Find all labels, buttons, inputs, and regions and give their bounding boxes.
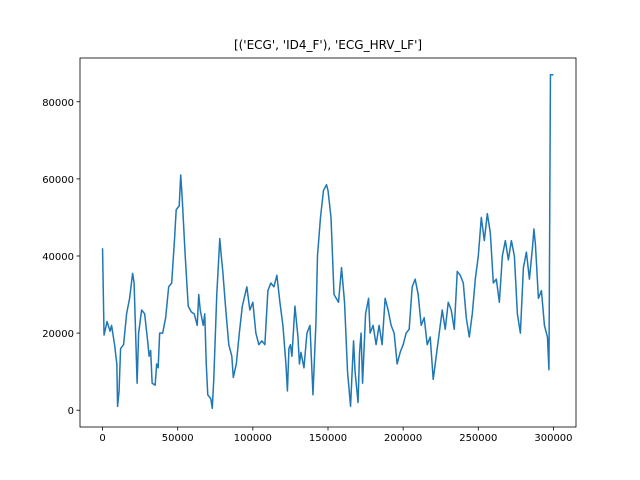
x-tick-label: 150000 <box>309 433 347 444</box>
x-tick-label: 0 <box>99 433 105 444</box>
y-tick-label: 20000 <box>42 329 74 340</box>
chart-title: [('ECG', 'ID4_F'), 'ECG_HRV_LF'] <box>234 38 422 52</box>
x-tick-label: 300000 <box>534 433 572 444</box>
axes-frame <box>79 57 577 428</box>
y-tick-label: 0 <box>68 406 74 417</box>
x-tick-label: 50000 <box>162 433 194 444</box>
x-tick-label: 250000 <box>459 433 497 444</box>
y-tick-label: 60000 <box>42 175 74 186</box>
y-tick-label: 80000 <box>42 98 74 109</box>
x-tick-label: 100000 <box>234 433 272 444</box>
x-tick-label: 200000 <box>384 433 422 444</box>
y-tick-label: 40000 <box>42 252 74 263</box>
line <box>101 74 554 410</box>
